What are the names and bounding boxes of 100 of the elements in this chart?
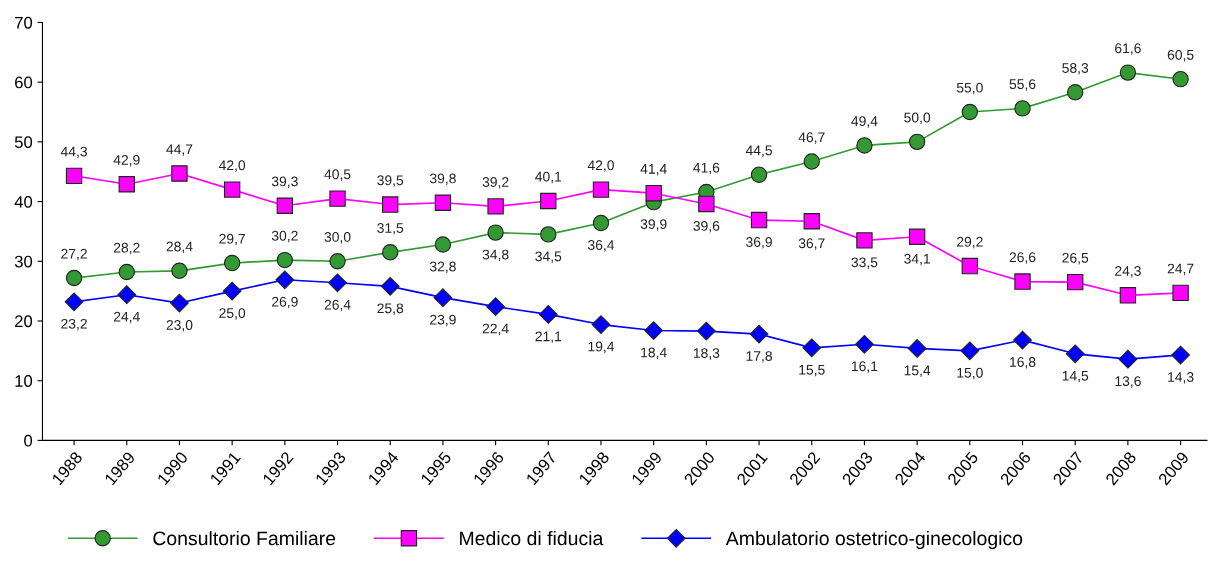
point [907, 339, 927, 358]
y-tick-label: 30 [14, 255, 33, 268]
data-label: 16,8 [1010, 357, 1036, 369]
data-label: 19,4 [588, 341, 615, 354]
data-label: 25,8 [377, 303, 404, 315]
data-label: 58,3 [1062, 63, 1089, 75]
data-label: 55,0 [956, 82, 983, 95]
point [750, 166, 768, 183]
legend-label: Consultorio Familiare [153, 530, 336, 546]
point [1171, 345, 1190, 365]
legend-label: Ambulatorio ostetrico-ginecologico [725, 530, 1023, 550]
data-label: 18,3 [693, 348, 720, 360]
data-label: 36,9 [746, 237, 772, 249]
point [434, 236, 452, 253]
point [961, 257, 979, 275]
data-label: 34,8 [482, 249, 509, 262]
point [1119, 64, 1137, 81]
data-label: 33,5 [851, 257, 878, 269]
data-label: 21,1 [535, 331, 562, 343]
data-label: 34,1 [904, 253, 930, 266]
data-label: 39,5 [377, 175, 404, 187]
point [802, 338, 822, 358]
data-label: 39,6 [693, 220, 720, 233]
point [65, 167, 83, 185]
point [803, 213, 820, 230]
data-label: 49,4 [851, 116, 878, 128]
data-label: 42,0 [218, 160, 246, 172]
point [1067, 84, 1084, 101]
point [908, 133, 926, 151]
point [382, 244, 399, 261]
data-label: 15,0 [957, 367, 983, 380]
point [750, 211, 768, 229]
point [696, 321, 716, 341]
point [855, 334, 874, 354]
data-label: 16,1 [851, 361, 878, 373]
point [118, 263, 135, 281]
data-label: 30,2 [271, 230, 298, 243]
y-tick-label: 10 [15, 375, 33, 387]
data-label: 41,4 [640, 164, 667, 176]
point [644, 321, 664, 340]
point [961, 103, 979, 121]
data-label: 39,8 [429, 173, 456, 185]
y-tick-label: 40 [14, 195, 33, 208]
point [538, 305, 558, 324]
point [170, 293, 189, 313]
data-label: 30,0 [324, 232, 351, 244]
y-tick-label: 70 [15, 16, 33, 29]
data-label: 22,4 [482, 323, 509, 336]
data-label: 14,5 [1062, 370, 1089, 383]
y-tick-label: 60 [15, 76, 33, 89]
data-label: 46,7 [798, 132, 825, 144]
point [803, 153, 820, 170]
point [1172, 284, 1189, 302]
data-label: 26,9 [272, 296, 298, 309]
data-label: 29,2 [957, 236, 983, 249]
point [171, 262, 188, 280]
data-label: 50,0 [904, 112, 931, 125]
y-tick-label: 20 [15, 315, 33, 328]
data-label: 17,8 [746, 351, 772, 363]
data-label: 24,3 [1115, 266, 1141, 278]
data-label: 39,9 [640, 219, 667, 231]
data-label: 24,4 [113, 311, 140, 324]
y-tick-label: 0 [24, 434, 33, 447]
point [487, 224, 504, 241]
data-label: 36,7 [798, 238, 825, 250]
point [222, 281, 242, 301]
data-label: 26,6 [1009, 252, 1036, 264]
point [223, 254, 241, 272]
data-label: 44,5 [745, 145, 772, 157]
point [1067, 273, 1084, 291]
point [1119, 287, 1137, 304]
point [329, 190, 346, 207]
point [117, 285, 137, 305]
point [698, 195, 715, 213]
point [1013, 330, 1032, 350]
data-label: 26,5 [1062, 252, 1089, 265]
data-label: 36,4 [588, 240, 615, 252]
point [434, 194, 452, 211]
point [382, 196, 399, 213]
point [645, 185, 662, 202]
data-label: 32,8 [429, 261, 456, 274]
point [1014, 100, 1031, 117]
data-label: 29,7 [219, 233, 245, 246]
data-label: 44,3 [60, 146, 87, 159]
y-tick-label: 50 [14, 136, 33, 149]
point [591, 315, 611, 334]
data-label: 25,0 [219, 308, 246, 320]
point [276, 197, 294, 214]
data-label: 61,6 [1115, 43, 1141, 55]
point [65, 269, 83, 287]
point [118, 176, 135, 193]
legend-label: Medico di fiducia [460, 530, 604, 546]
data-label: 28,4 [166, 241, 193, 254]
data-label: 40,1 [535, 171, 562, 184]
point [592, 214, 610, 232]
point [276, 251, 294, 269]
point [433, 288, 453, 308]
data-label: 55,6 [1009, 79, 1036, 91]
data-label: 18,4 [641, 347, 667, 360]
point [329, 253, 346, 270]
